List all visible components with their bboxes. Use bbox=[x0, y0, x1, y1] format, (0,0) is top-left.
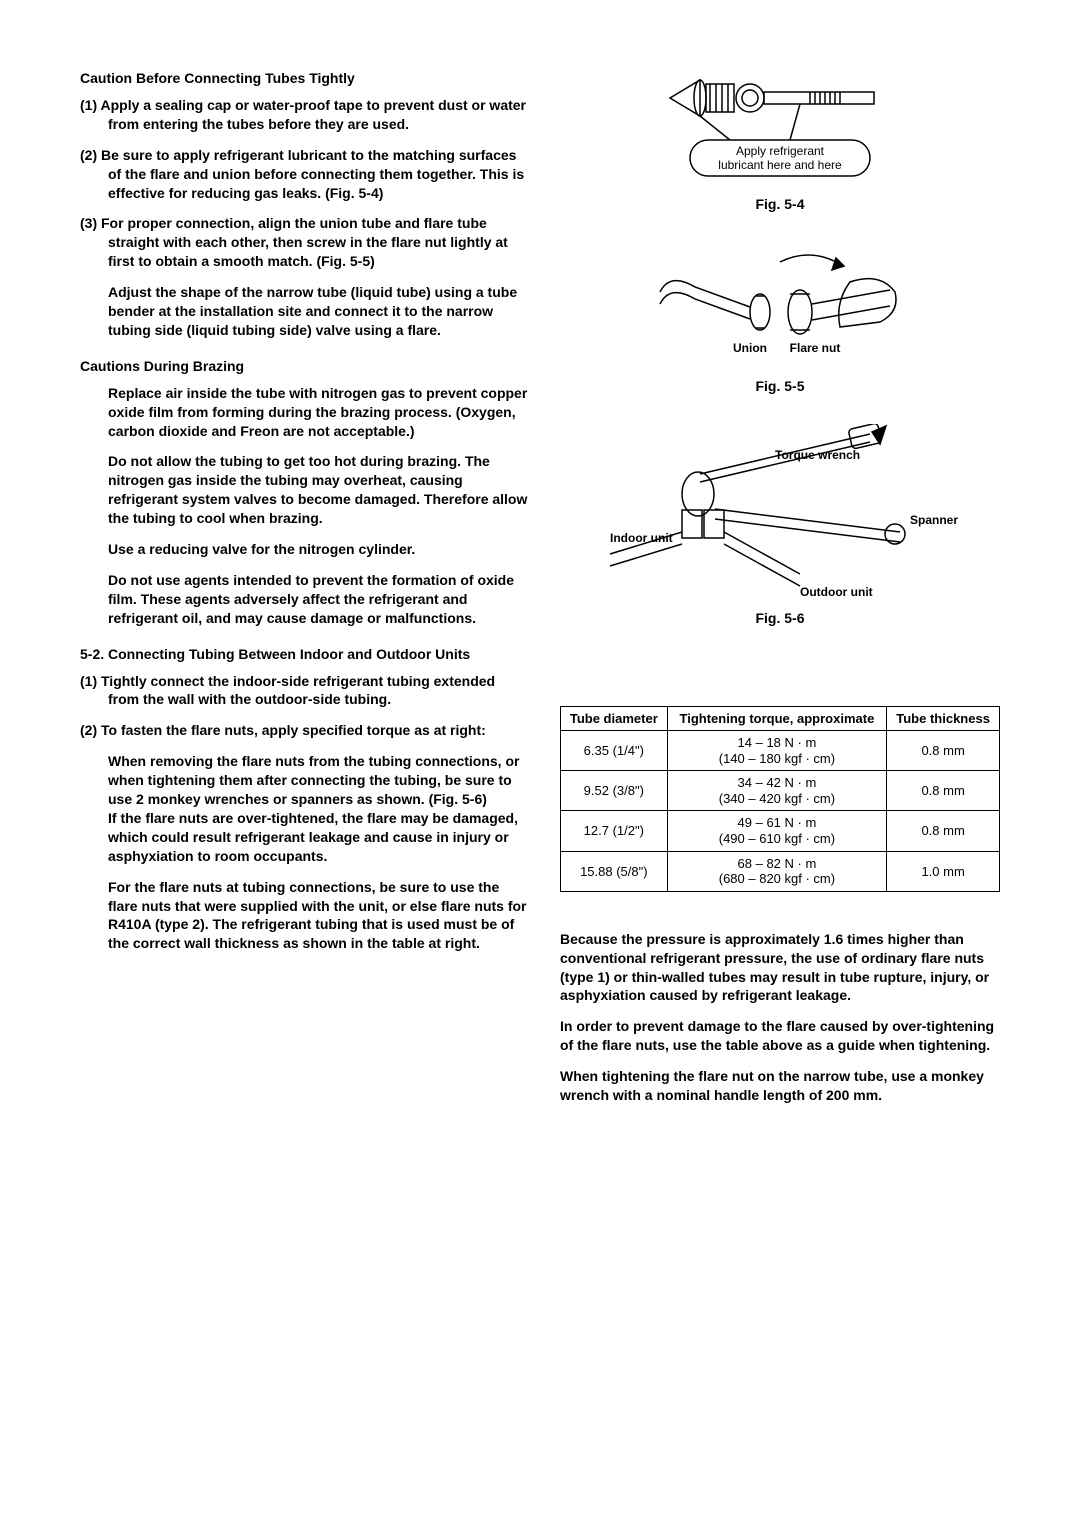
fig56-svg: Torque wrench Indoor unit Spanner Outdoo… bbox=[600, 424, 960, 604]
right-para-3: When tightening the flare nut on the nar… bbox=[560, 1067, 1000, 1105]
cell-torque-2: 49 – 61 N · m(490 – 610 kgf · cm) bbox=[667, 811, 887, 851]
table-header-row: Tube diameter Tightening torque, approxi… bbox=[561, 707, 1000, 731]
fig54-caption: Fig. 5-4 bbox=[560, 196, 1000, 212]
fig56-indoor-label: Indoor unit bbox=[610, 531, 673, 545]
adjust-note: Adjust the shape of the narrow tube (liq… bbox=[80, 283, 530, 340]
cell-dia-3: 15.88 (5/8") bbox=[561, 851, 668, 891]
cell-dia-0: 6.35 (1/4") bbox=[561, 731, 668, 771]
caution-item-2: (2) Be sure to apply refrigerant lubrica… bbox=[80, 146, 530, 203]
figure-5-6: Torque wrench Indoor unit Spanner Outdoo… bbox=[560, 424, 1000, 626]
brazing-title: Cautions During Brazing bbox=[80, 358, 530, 374]
table-row: 12.7 (1/2") 49 – 61 N · m(490 – 610 kgf … bbox=[561, 811, 1000, 851]
fig56-caption: Fig. 5-6 bbox=[560, 610, 1000, 626]
cell-torque-3: 68 – 82 N · m(680 – 820 kgf · cm) bbox=[667, 851, 887, 891]
fig54-label2: lubricant here and here bbox=[718, 158, 842, 172]
right-column: Apply refrigerant lubricant here and her… bbox=[560, 70, 1000, 1117]
two-column-layout: Caution Before Connecting Tubes Tightly … bbox=[80, 70, 1000, 1117]
th-diameter: Tube diameter bbox=[561, 707, 668, 731]
left-column: Caution Before Connecting Tubes Tightly … bbox=[80, 70, 530, 1117]
fig55-svg: Union Flare nut bbox=[640, 232, 920, 372]
caution-item-3: (3) For proper connection, align the uni… bbox=[80, 214, 530, 271]
fig56-torque-label: Torque wrench bbox=[775, 448, 860, 462]
caution-title: Caution Before Connecting Tubes Tightly bbox=[80, 70, 530, 86]
fig55-union-label: Union bbox=[733, 341, 767, 355]
cell-thick-0: 0.8 mm bbox=[887, 731, 1000, 771]
brazing-bullet-3: Use a reducing valve for the nitrogen cy… bbox=[80, 540, 530, 559]
cell-thick-2: 0.8 mm bbox=[887, 811, 1000, 851]
sec52-item-1: (1) Tightly connect the indoor-side refr… bbox=[80, 672, 530, 710]
table-row: 15.88 (5/8") 68 – 82 N · m(680 – 820 kgf… bbox=[561, 851, 1000, 891]
figure-5-5: Union Flare nut Fig. 5-5 bbox=[560, 232, 1000, 394]
fig56-outdoor-label: Outdoor unit bbox=[800, 585, 873, 599]
cell-torque-0: 14 – 18 N · m(140 – 180 kgf · cm) bbox=[667, 731, 887, 771]
when-removing-para: When removing the flare nuts from the tu… bbox=[80, 752, 530, 865]
cell-torque-1: 34 – 42 N · m(340 – 420 kgf · cm) bbox=[667, 771, 887, 811]
cell-dia-1: 9.52 (3/8") bbox=[561, 771, 668, 811]
section-5-2-title: 5-2. Connecting Tubing Between Indoor an… bbox=[80, 646, 530, 662]
fig54-svg: Apply refrigerant lubricant here and her… bbox=[650, 70, 910, 190]
cell-thick-1: 0.8 mm bbox=[887, 771, 1000, 811]
cell-thick-3: 1.0 mm bbox=[887, 851, 1000, 891]
right-para-2: In order to prevent damage to the flare … bbox=[560, 1017, 1000, 1055]
th-thickness: Tube thickness bbox=[887, 707, 1000, 731]
brazing-bullet-2: Do not allow the tubing to get too hot d… bbox=[80, 452, 530, 528]
right-para-1: Because the pressure is approximately 1.… bbox=[560, 930, 1000, 1006]
cell-dia-2: 12.7 (1/2") bbox=[561, 811, 668, 851]
for-flare-nuts-para: For the flare nuts at tubing connections… bbox=[80, 878, 530, 954]
th-torque: Tightening torque, approximate bbox=[667, 707, 887, 731]
figure-5-4: Apply refrigerant lubricant here and her… bbox=[560, 70, 1000, 212]
fig55-caption: Fig. 5-5 bbox=[560, 378, 1000, 394]
fig56-spanner-label: Spanner bbox=[910, 513, 958, 527]
torque-table: Tube diameter Tightening torque, approxi… bbox=[560, 706, 1000, 892]
brazing-bullet-1: Replace air inside the tube with nitroge… bbox=[80, 384, 530, 441]
fig54-label1: Apply refrigerant bbox=[736, 144, 825, 158]
table-row: 6.35 (1/4") 14 – 18 N · m(140 – 180 kgf … bbox=[561, 731, 1000, 771]
brazing-bullet-4: Do not use agents intended to prevent th… bbox=[80, 571, 530, 628]
caution-item-1: (1) Apply a sealing cap or water-proof t… bbox=[80, 96, 530, 134]
fig55-flarenut-label: Flare nut bbox=[790, 341, 841, 355]
table-row: 9.52 (3/8") 34 – 42 N · m(340 – 420 kgf … bbox=[561, 771, 1000, 811]
sec52-item-2: (2) To fasten the flare nuts, apply spec… bbox=[80, 721, 530, 740]
